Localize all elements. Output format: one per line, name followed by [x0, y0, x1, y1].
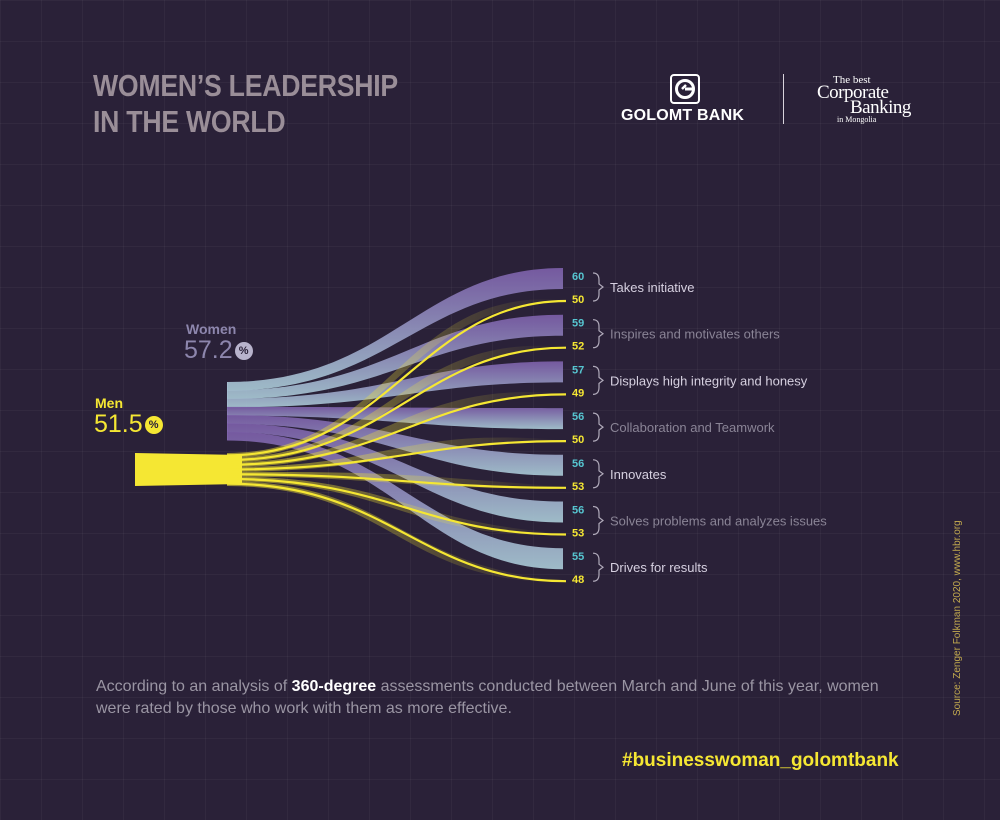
category-label: Drives for results	[610, 560, 708, 575]
men-flow-line	[226, 477, 567, 536]
men-flows	[135, 299, 567, 583]
women-total: 57.2%	[184, 336, 253, 365]
award-line-3: Banking	[850, 97, 911, 118]
category-label: Displays high integrity and honesy	[610, 373, 808, 388]
men-flow-fan	[227, 476, 563, 536]
men-flow-line	[226, 473, 567, 489]
award-line-4: in Mongolia	[837, 115, 877, 124]
award-badge: The best Corporate Banking in Mongolia	[815, 74, 925, 134]
women-flows	[227, 268, 563, 570]
golomt-bank-brand: GOLOMT BANK	[620, 74, 760, 126]
men-value-label: 52	[572, 341, 584, 353]
bracket-icon	[592, 459, 604, 489]
men-total: 51.5%	[94, 410, 163, 439]
footnote: According to an analysis of 360-degree a…	[96, 676, 896, 720]
men-flow-fan	[227, 437, 563, 472]
women-flow-band	[227, 415, 563, 476]
women-flow-band	[227, 268, 563, 391]
men-value-label: 48	[572, 574, 584, 586]
men-value: 51.5	[94, 410, 143, 438]
brand-divider	[783, 74, 784, 124]
men-value-label: 50	[572, 294, 584, 306]
hashtag[interactable]: #businesswoman_golomtbank	[622, 750, 899, 771]
men-flow-line	[226, 482, 567, 583]
men-flow-fan	[227, 345, 563, 463]
footnote-text-after: assessments conducted between March and …	[96, 678, 879, 717]
women-value: 57.2	[184, 336, 233, 364]
award-line-2: Corporate	[817, 82, 889, 103]
bracket-icon	[592, 272, 604, 302]
men-flow-fan	[227, 392, 563, 468]
bracket-icon	[592, 319, 604, 349]
women-value-label: 56	[572, 505, 584, 517]
men-value-label: 53	[572, 481, 584, 493]
men-value-label: 49	[572, 387, 584, 399]
men-source-node	[135, 453, 242, 486]
women-value-label: 60	[572, 271, 584, 283]
bracket-icon	[592, 552, 604, 582]
bracket-icon	[592, 365, 604, 395]
women-value-label: 55	[572, 551, 584, 563]
women-flow-band	[227, 423, 563, 523]
men-label: Men	[95, 395, 123, 411]
category-label: Takes initiative	[610, 280, 695, 295]
women-value-label: 56	[572, 458, 584, 470]
men-percent-badge: %	[144, 416, 163, 434]
women-value-label: 56	[572, 411, 584, 423]
men-flow-fan	[227, 481, 563, 583]
men-value-label: 53	[572, 528, 584, 540]
category-label: Solves problems and analyzes issues	[610, 514, 827, 529]
source-note: Source: Zenger Folkman 2020, www.hbr.org	[952, 520, 963, 716]
category-label: Inspires and motivates others	[610, 327, 780, 342]
women-flow-band	[227, 431, 563, 570]
women-flow-band	[227, 406, 563, 430]
men-flow-line	[226, 346, 567, 462]
women-label: Women	[186, 321, 237, 337]
title-line-1: WOMEN’S LEADERSHIP	[93, 68, 398, 103]
women-flow-band	[227, 314, 563, 400]
women-percent-badge: %	[234, 342, 253, 360]
flow-labels: 60 50 Takes initiative 59 52 Inspires and mot…	[572, 271, 827, 586]
footnote-text-before: According to an analysis of	[96, 678, 292, 695]
golomt-bank-logo-icon	[670, 74, 700, 104]
brand-name: GOLOMT BANK	[621, 107, 745, 124]
bracket-icon	[592, 412, 604, 442]
women-value-label: 59	[572, 318, 584, 330]
category-label: Innovates	[610, 467, 667, 482]
bracket-icon	[592, 505, 604, 536]
men-value-label: 50	[572, 434, 584, 446]
men-flow-fan	[227, 299, 563, 458]
footnote-bold: 360-degree	[291, 678, 377, 695]
award-line-1: The best	[833, 74, 871, 86]
title-line-2: IN THE WORLD	[93, 104, 286, 139]
page-title: WOMEN’S LEADERSHIP IN THE WORLD	[93, 68, 398, 140]
men-flow-line	[226, 440, 567, 471]
category-label: Collaboration and Teamwork	[610, 420, 775, 435]
men-flow-line	[226, 393, 567, 466]
men-flow-line	[226, 299, 567, 457]
women-value-label: 57	[572, 364, 584, 376]
